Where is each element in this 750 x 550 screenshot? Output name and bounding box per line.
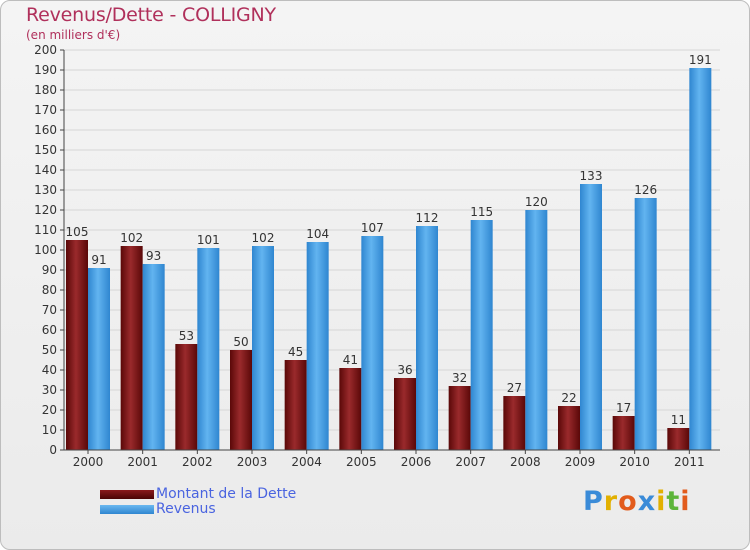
y-tick-label: 120 xyxy=(34,203,57,217)
y-tick-label: 40 xyxy=(42,363,57,377)
y-tick-label: 200 xyxy=(34,43,57,57)
revenus-bar xyxy=(470,220,493,450)
data-label: 115 xyxy=(470,205,493,219)
data-label: 102 xyxy=(252,231,275,245)
y-tick-label: 140 xyxy=(34,163,57,177)
legend-swatch-debt xyxy=(100,490,154,499)
data-label: 105 xyxy=(66,225,89,239)
x-tick-label: 2000 xyxy=(73,455,104,469)
proxiti-logo: Proxiti xyxy=(583,486,691,517)
debt-bar xyxy=(284,360,307,450)
debt-bar xyxy=(339,368,362,450)
debt-bar xyxy=(667,428,690,450)
x-tick-label: 2008 xyxy=(510,455,541,469)
x-tick-label: 2001 xyxy=(127,455,158,469)
logo-letter: P xyxy=(583,486,604,517)
legend-label-debt: Montant de la Dette xyxy=(156,486,297,502)
revenus-bar xyxy=(306,242,329,450)
debt-bar xyxy=(120,246,143,450)
debt-bar xyxy=(175,344,198,450)
data-label: 50 xyxy=(233,335,248,349)
data-label: 101 xyxy=(197,233,220,247)
y-tick-label: 90 xyxy=(42,263,57,277)
revenus-bar xyxy=(252,246,274,450)
y-tick-label: 10 xyxy=(42,423,57,437)
data-label: 45 xyxy=(288,345,303,359)
debt-bar xyxy=(394,378,416,450)
legend-swatch-revenus xyxy=(100,505,154,514)
y-tick-label: 100 xyxy=(34,243,57,257)
revenus-bar xyxy=(689,68,712,450)
revenus-bar xyxy=(197,248,220,450)
y-tick-label: 80 xyxy=(42,283,57,297)
y-tick-label: 50 xyxy=(42,343,57,357)
logo-letter: r xyxy=(603,486,619,517)
logo-letter: i xyxy=(656,486,667,517)
data-label: 112 xyxy=(416,211,439,225)
debt-bar xyxy=(230,350,252,450)
y-tick-label: 180 xyxy=(34,83,57,97)
revenus-bar xyxy=(416,226,438,450)
y-tick-label: 160 xyxy=(34,123,57,137)
x-tick-label: 2002 xyxy=(182,455,213,469)
debt-bar xyxy=(558,406,580,450)
x-tick-label: 2007 xyxy=(455,455,486,469)
revenus-bar xyxy=(142,264,165,450)
x-tick-label: 2010 xyxy=(619,455,650,469)
data-label: 22 xyxy=(561,391,576,405)
debt-bar xyxy=(612,416,635,450)
x-tick-label: 2009 xyxy=(565,455,596,469)
x-tick-label: 2005 xyxy=(346,455,377,469)
data-label: 191 xyxy=(689,53,712,67)
data-label: 93 xyxy=(146,249,161,263)
debt-bar xyxy=(66,240,88,450)
revenus-bar xyxy=(88,268,110,450)
y-tick-label: 30 xyxy=(42,383,57,397)
x-tick-label: 2006 xyxy=(401,455,432,469)
debt-bar xyxy=(503,396,526,450)
y-tick-label: 130 xyxy=(34,183,57,197)
logo-letter: x xyxy=(637,486,657,517)
x-tick-label: 2011 xyxy=(674,455,705,469)
logo-letter: t xyxy=(666,486,681,517)
data-label: 102 xyxy=(120,231,143,245)
legend-label-revenus: Revenus xyxy=(156,501,216,517)
data-label: 120 xyxy=(525,195,548,209)
y-tick-label: 150 xyxy=(34,143,57,157)
data-label: 11 xyxy=(671,413,686,427)
revenus-bar xyxy=(634,198,657,450)
y-tick-label: 60 xyxy=(42,323,57,337)
revenus-bar xyxy=(525,210,548,450)
logo-letter: o xyxy=(618,486,638,517)
data-label: 41 xyxy=(343,353,358,367)
data-label: 104 xyxy=(306,227,329,241)
y-tick-label: 190 xyxy=(34,63,57,77)
y-tick-label: 170 xyxy=(34,103,57,117)
data-label: 133 xyxy=(580,169,603,183)
data-label: 91 xyxy=(91,253,106,267)
y-tick-label: 0 xyxy=(49,443,57,457)
data-label: 27 xyxy=(507,381,522,395)
y-tick-label: 70 xyxy=(42,303,57,317)
revenus-bar xyxy=(361,236,384,450)
y-tick-label: 110 xyxy=(34,223,57,237)
chart-subtitle: (en milliers d'€) xyxy=(26,28,121,42)
data-label: 107 xyxy=(361,221,384,235)
y-tick-label: 20 xyxy=(42,403,57,417)
chart-title: Revenus/Dette - COLLIGNY xyxy=(26,4,276,26)
x-tick-label: 2003 xyxy=(237,455,268,469)
data-label: 17 xyxy=(616,401,631,415)
logo-letter: i xyxy=(680,486,691,517)
revenus-bar xyxy=(580,184,602,450)
debt-bar xyxy=(448,386,471,450)
data-label: 126 xyxy=(634,183,657,197)
data-label: 36 xyxy=(397,363,412,377)
data-label: 53 xyxy=(179,329,194,343)
x-tick-label: 2004 xyxy=(291,455,322,469)
data-label: 32 xyxy=(452,371,467,385)
